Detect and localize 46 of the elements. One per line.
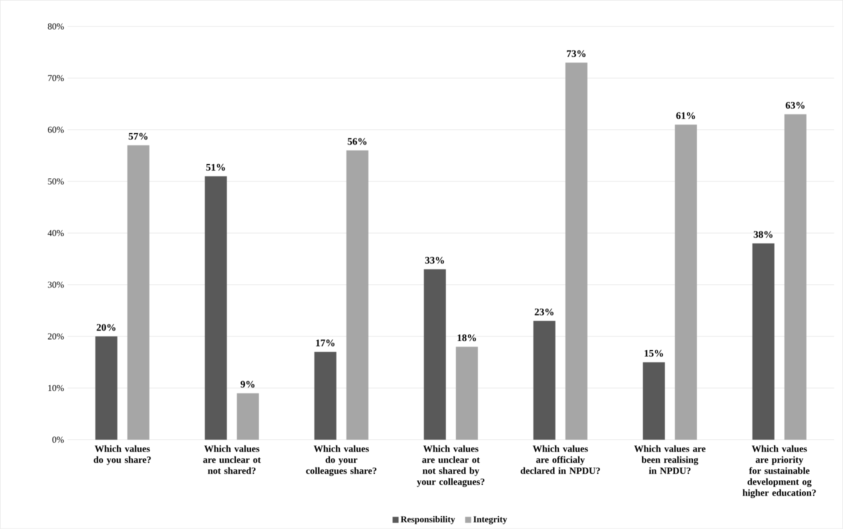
x-tick-label: Which values are officialy declared in NPDU? bbox=[520, 445, 600, 474]
bar bbox=[204, 176, 227, 440]
y-tick-label: 50% bbox=[48, 178, 64, 185]
bar bbox=[346, 150, 368, 440]
x-tick-label: Which values are unclear ot not shared? bbox=[203, 445, 261, 474]
bar bbox=[456, 346, 478, 440]
data-label: 18% bbox=[458, 334, 476, 342]
data-label: 73% bbox=[566, 50, 586, 58]
legend-label: Integrity bbox=[473, 516, 508, 524]
data-label: 57% bbox=[128, 133, 148, 140]
bar bbox=[752, 244, 774, 440]
data-label: 17% bbox=[316, 340, 334, 346]
data-label: 63% bbox=[786, 102, 804, 109]
y-tick-label: 40% bbox=[48, 230, 64, 236]
x-tick-label: Which values do you share? bbox=[94, 445, 151, 466]
y-tick-label: 20% bbox=[48, 333, 64, 340]
data-label: 56% bbox=[348, 138, 366, 145]
bar bbox=[784, 114, 806, 440]
legend-label: Responsibility bbox=[400, 516, 456, 524]
y-tick-label: 0% bbox=[52, 436, 64, 443]
bar bbox=[674, 124, 697, 440]
bar bbox=[642, 362, 665, 440]
data-label: 51% bbox=[206, 164, 225, 171]
data-label: 33% bbox=[425, 257, 444, 264]
x-tick-label: Which values are unclear ot not shared by your colleagues? bbox=[416, 445, 484, 488]
x-tick-label: Which values are priority for sustainable development og higher education? bbox=[742, 445, 816, 498]
bar bbox=[565, 62, 588, 440]
bar bbox=[127, 145, 150, 440]
bar bbox=[95, 336, 118, 440]
bar bbox=[533, 320, 556, 440]
data-label: 61% bbox=[676, 112, 695, 120]
data-label: 15% bbox=[644, 350, 663, 357]
data-label: 23% bbox=[534, 308, 554, 316]
data-label: 20% bbox=[96, 324, 116, 331]
x-tick-label: Which values are been realising in NPDU? bbox=[634, 445, 706, 474]
y-tick-label: 70% bbox=[48, 75, 64, 82]
y-tick-label: 60% bbox=[48, 126, 64, 133]
bar bbox=[424, 269, 446, 440]
bar bbox=[314, 352, 336, 440]
x-tick-label: Which values do your colleagues share? bbox=[306, 445, 376, 476]
y-tick-label: 10% bbox=[48, 385, 64, 392]
y-tick-label: 80% bbox=[48, 23, 64, 30]
data-label: 9% bbox=[240, 381, 254, 388]
y-tick-label: 30% bbox=[48, 282, 64, 288]
data-label: 38% bbox=[754, 231, 772, 238]
bar bbox=[236, 393, 259, 440]
